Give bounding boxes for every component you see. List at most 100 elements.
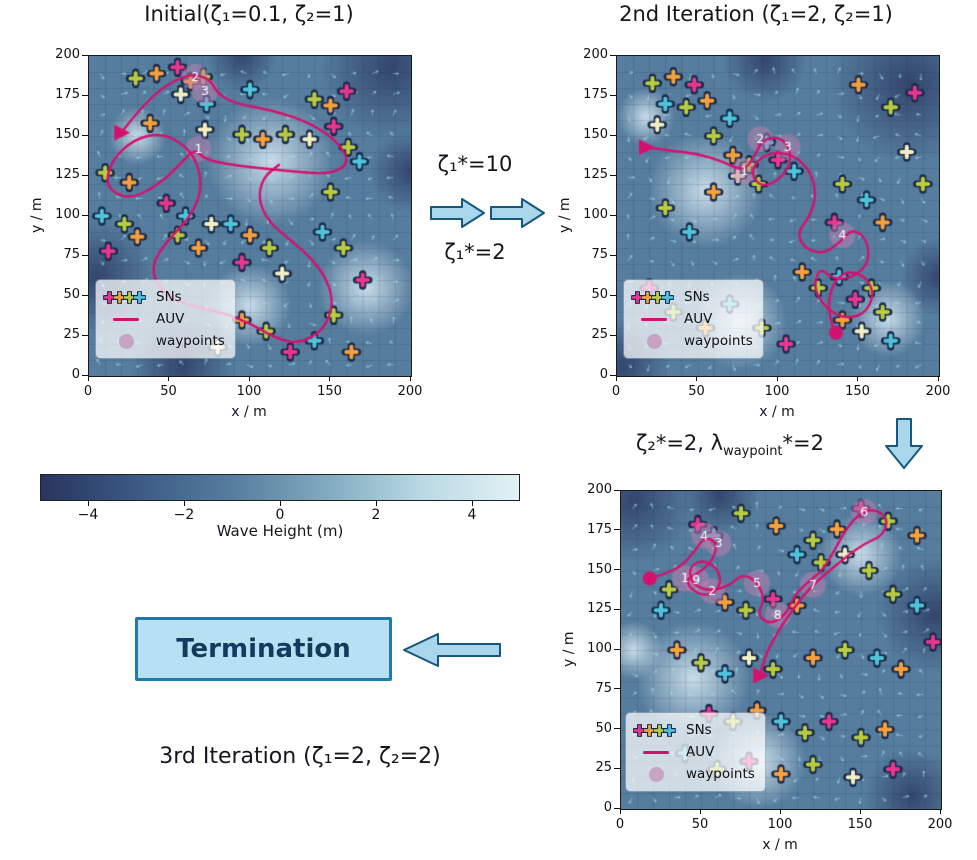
- x-tick-mark: [699, 809, 701, 814]
- y-tick-mark: [610, 54, 616, 56]
- y-tick-label: 25: [63, 327, 80, 342]
- y-tick-label: 150: [55, 127, 80, 142]
- legend-row-sns: SNs: [633, 719, 755, 741]
- x-tick-label: 0: [83, 384, 93, 399]
- y-tick-label: 150: [587, 561, 612, 577]
- y-tick-mark: [610, 174, 616, 176]
- y-tick-mark: [614, 728, 620, 729]
- legend-label-auv: AUV: [686, 744, 715, 760]
- y-tick-mark: [82, 134, 88, 136]
- legend-label-auv: AUV: [156, 311, 185, 327]
- legend-row-auv: AUV: [631, 308, 753, 330]
- termination-label: Termination: [176, 634, 351, 664]
- legend-label-sns: SNs: [156, 289, 182, 305]
- x-tick-label: 150: [317, 384, 342, 399]
- x-tick-mark: [329, 376, 330, 381]
- y-tick-label: 175: [587, 521, 612, 537]
- x-tick-label: 100: [767, 817, 793, 832]
- colorbar-tick-mark: [471, 501, 473, 506]
- y-tick-label: 200: [55, 47, 80, 62]
- x-tick-mark: [619, 809, 621, 814]
- y-tick-mark: [614, 569, 620, 570]
- x-tick-mark: [779, 809, 781, 814]
- sn-plus-icons: [103, 290, 149, 304]
- y-tick-label: 125: [583, 167, 608, 182]
- y-tick-mark: [82, 174, 88, 176]
- panel-initial: Initial(ζ₁=0.1, ζ₂=1) y / m x / m SNs AU…: [26, 0, 446, 432]
- y-tick-label: 75: [595, 680, 612, 696]
- waypoint-circle-icon: [646, 333, 662, 349]
- sn-plus-icon: [133, 290, 146, 304]
- x-tick-label: 200: [925, 384, 951, 399]
- y-tick-label: 50: [591, 287, 608, 302]
- y-tick-mark: [82, 334, 88, 336]
- legend: SNs AUV waypoints: [624, 280, 763, 358]
- flow-arrow-right-1-icon: [430, 198, 485, 228]
- waypoint-circle-icon: [118, 333, 134, 349]
- x-tick-label: 150: [845, 384, 870, 399]
- x-tick-label: 0: [615, 817, 625, 832]
- x-tick-label: 100: [764, 384, 790, 399]
- auv-line-icon: [643, 750, 669, 754]
- y-tick-label: 100: [583, 207, 608, 222]
- x-tick-label: 150: [847, 817, 873, 832]
- x-tick-mark: [87, 376, 89, 381]
- x-axis-label: x / m: [759, 404, 795, 420]
- sn-plus-icons: [631, 290, 677, 304]
- legend-row-waypoints: waypoints: [103, 330, 225, 352]
- y-tick-label: 150: [583, 127, 608, 142]
- y-tick-label: 75: [591, 247, 608, 262]
- legend-row-waypoints: waypoints: [633, 763, 755, 785]
- y-tick-label: 125: [587, 601, 612, 617]
- x-tick-mark: [409, 376, 411, 381]
- y-tick-mark: [614, 767, 620, 769]
- legend-row-auv: AUV: [633, 741, 755, 763]
- colorbar-tick-label: 2: [371, 507, 381, 523]
- legend-label-auv: AUV: [684, 311, 713, 327]
- annotation-zeta2-lambda: ζ₂*=2, λwaypoint*=2: [580, 431, 880, 459]
- legend-label-sns: SNs: [684, 289, 710, 305]
- y-tick-label: 200: [587, 482, 612, 497]
- colorbar-gradient-bar: [40, 474, 520, 501]
- x-tick-mark: [168, 376, 169, 381]
- sn-plus-icon: [123, 290, 136, 304]
- x-tick-mark: [937, 376, 939, 381]
- panel-title: 2nd Iteration (ζ₁=2, ζ₂=1): [619, 2, 893, 26]
- y-tick-mark: [614, 648, 620, 650]
- y-tick-label: 25: [591, 327, 608, 342]
- legend-label-sns: SNs: [686, 722, 712, 738]
- colorbar-tick-label: −4: [77, 507, 99, 523]
- colorbar-label: Wave Height (m): [216, 522, 344, 540]
- y-tick-label: 175: [55, 87, 80, 102]
- colorbar-tick-mark: [87, 501, 89, 506]
- auv-line-icon: [113, 317, 139, 321]
- y-tick-mark: [610, 214, 616, 216]
- caption-3rd-iteration: 3rd Iteration (ζ₁=2, ζ₂=2): [159, 744, 441, 769]
- y-tick-label: 0: [603, 800, 612, 815]
- x-tick-label: 0: [611, 384, 621, 399]
- colorbar-tick-mark: [375, 501, 377, 506]
- y-tick-label: 0: [599, 367, 608, 382]
- legend-row-sns: SNs: [631, 286, 753, 308]
- sn-plus-icon: [663, 723, 676, 737]
- x-tick-label: 50: [160, 384, 177, 399]
- x-tick-mark: [859, 809, 861, 814]
- x-tick-mark: [696, 376, 697, 381]
- colorbar-tick-label: −2: [173, 507, 195, 523]
- annotation-zeta1-10: ζ₁*=10: [437, 152, 513, 176]
- x-axis-label: x / m: [231, 404, 267, 420]
- x-tick-label: 50: [691, 817, 709, 832]
- y-tick-label: 50: [63, 287, 80, 302]
- x-tick-label: 200: [927, 817, 953, 832]
- y-tick-label: 100: [587, 641, 612, 656]
- termination-box: Termination: [135, 617, 392, 681]
- legend-row-sns: SNs: [103, 286, 225, 308]
- x-tick-mark: [939, 809, 941, 814]
- colorbar-tick-mark: [183, 501, 185, 506]
- y-tick-label: 0: [71, 367, 80, 382]
- y-tick-label: 175: [583, 87, 608, 102]
- y-tick-label: 25: [595, 760, 612, 776]
- y-tick-mark: [610, 294, 616, 296]
- panel-3rd-iteration: y / m x / m SNs AUV waypoints 0 50 100 15: [558, 435, 977, 860]
